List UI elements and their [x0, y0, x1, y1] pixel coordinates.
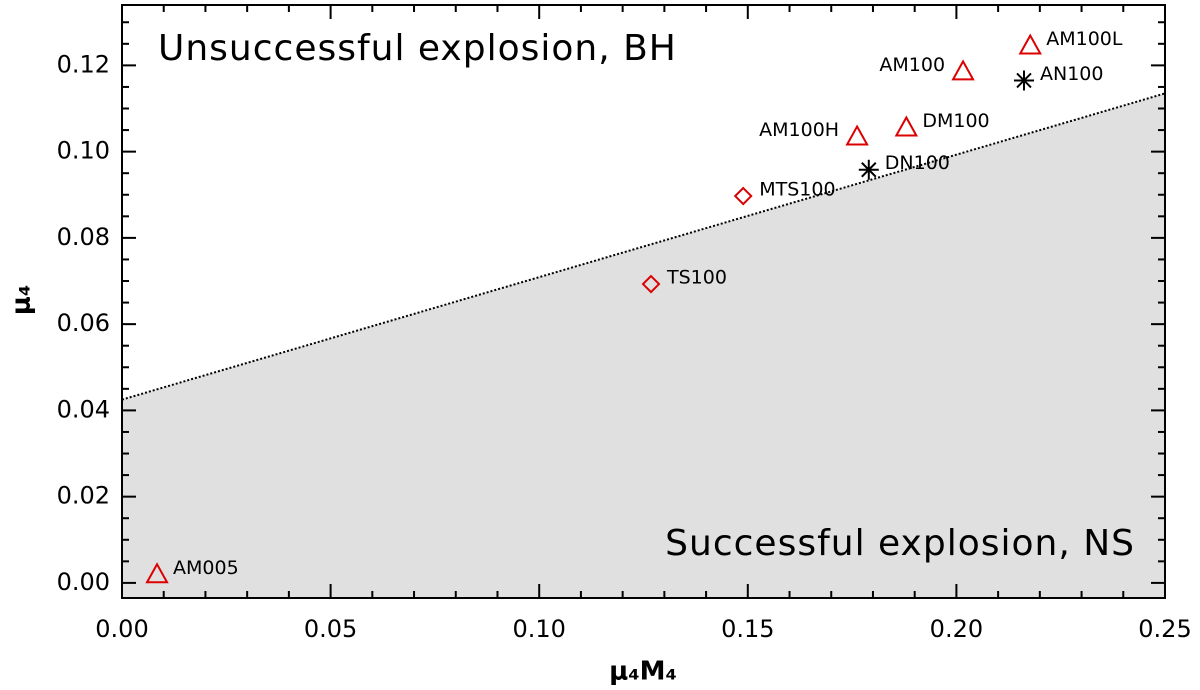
- point-label: TS100: [666, 267, 727, 289]
- x-tick-label: 0.10: [512, 615, 565, 643]
- x-tick-label: 0.15: [721, 615, 774, 643]
- data-point: [733, 186, 753, 206]
- data-point: [1013, 70, 1034, 91]
- y-tick-label: 0.06: [57, 309, 110, 337]
- region-label: Successful explosion, NS: [665, 523, 1135, 564]
- data-point: [145, 562, 169, 584]
- y-tick-label: 0.10: [57, 137, 110, 165]
- point-label: AM100L: [1046, 28, 1123, 50]
- y-tick-label: 0.12: [57, 50, 110, 78]
- x-tick-label: 0.25: [1138, 615, 1191, 643]
- region-label: Unsuccessful explosion, BH: [158, 28, 677, 69]
- y-tick-label: 0.04: [57, 395, 110, 423]
- x-tick-label: 0.05: [304, 615, 357, 643]
- boundary-line: [121, 92, 1166, 401]
- point-label: AM100H: [759, 119, 839, 141]
- point-label: AN100: [1040, 63, 1103, 85]
- point-label: DM100: [922, 110, 989, 132]
- x-tick-label: 0.00: [95, 615, 148, 643]
- point-label: MTS100: [759, 179, 835, 201]
- x-axis-label: μ₄M₄: [609, 657, 677, 687]
- x-tick-label: 0.20: [930, 615, 983, 643]
- point-label: AM005: [173, 557, 239, 579]
- data-point: [858, 159, 879, 180]
- data-point: [641, 274, 661, 294]
- y-axis-label: μ₄: [7, 285, 37, 316]
- point-label: DN100: [885, 152, 950, 174]
- successful-region: [122, 93, 1165, 598]
- data-point: [894, 115, 919, 137]
- data-point: [1018, 33, 1042, 55]
- plot-frame: [121, 4, 1166, 599]
- y-tick-label: 0.08: [57, 223, 110, 251]
- point-label: AM100: [879, 54, 945, 76]
- data-point: [951, 59, 975, 81]
- y-tick-label: 0.00: [57, 568, 110, 596]
- data-point: [845, 124, 869, 146]
- y-tick-label: 0.02: [57, 482, 110, 510]
